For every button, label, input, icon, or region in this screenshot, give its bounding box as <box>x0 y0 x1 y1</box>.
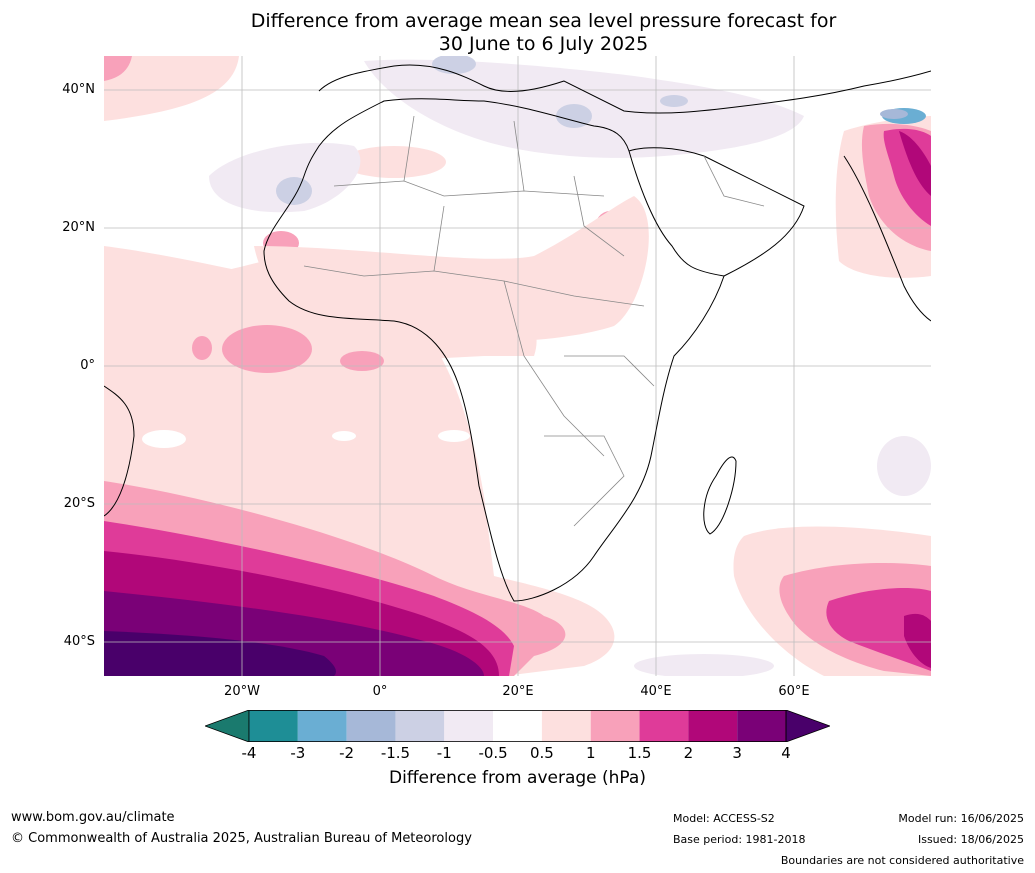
colorbar-segment <box>444 710 494 742</box>
colorbar-segment <box>346 710 396 742</box>
lat-label-20s: 20°S <box>63 496 95 511</box>
colorbar-segment <box>297 710 347 742</box>
madagascar <box>703 456 737 535</box>
colorbar-tick-label: 3 <box>732 744 742 762</box>
copyright-text: © Commonwealth of Australia 2025, Austra… <box>11 831 472 846</box>
lat-label-0: 0° <box>80 358 95 373</box>
disclaimer-text: Boundaries are not considered authoritat… <box>780 854 1024 867</box>
colorbar-tick-label: -0.5 <box>478 744 508 762</box>
colorbar-segment <box>249 710 298 742</box>
lon-label-60e: 60°E <box>778 684 810 699</box>
lon-label-20w: 20°W <box>224 684 260 699</box>
model-run-text: Model run: 16/06/2025 <box>898 812 1024 825</box>
colorbar-segment <box>737 710 786 742</box>
lon-label-0: 0° <box>372 684 388 699</box>
pressure-anomaly-map <box>104 56 931 676</box>
colorbar-border <box>248 710 787 742</box>
chart-title-line2: 30 June to 6 July 2025 <box>438 33 649 55</box>
lat-label-20n: 20°N <box>62 220 95 235</box>
chart-title-line1: Difference from average mean sea level p… <box>250 10 837 32</box>
lat-label-40s: 40°S <box>63 634 95 649</box>
colorbar <box>205 710 830 742</box>
lon-label-20e: 20°E <box>502 684 534 699</box>
colorbar-tick-label: -1.5 <box>380 744 411 762</box>
colorbar-segment <box>639 710 689 742</box>
africa-coastline <box>263 98 725 602</box>
website-link[interactable]: www.bom.gov.au/climate <box>11 810 175 825</box>
colorbar-extend-high <box>785 710 830 742</box>
europe-coast <box>318 64 931 114</box>
colorbar-tick-label: 4 <box>781 744 791 762</box>
colorbar-segment <box>395 710 445 742</box>
colorbar-title: Difference from average (hPa) <box>389 768 646 788</box>
lon-label-40e: 40°E <box>640 684 672 699</box>
colorbar-tick-label: 1 <box>585 744 596 762</box>
colorbar-extend-low <box>205 710 250 742</box>
base-period-text: Base period: 1981-2018 <box>673 833 806 846</box>
colorbar-tick-label: -1 <box>436 744 452 762</box>
colorbar-segment <box>493 710 542 742</box>
model-text: Model: ACCESS-S2 <box>673 812 775 825</box>
colorbar-segment <box>688 710 738 742</box>
arabia-coast <box>628 147 805 277</box>
colorbar-tick-label: -2 <box>339 744 355 762</box>
colorbar-tick-label: 0.5 <box>529 744 554 762</box>
colorbar-segment <box>590 710 640 742</box>
colorbar-tick-label: 2 <box>683 744 694 762</box>
india-coast <box>843 155 931 322</box>
colorbar-tick-label: -3 <box>290 744 306 762</box>
issued-text: Issued: 18/06/2025 <box>917 833 1024 846</box>
south-america-coast <box>104 385 135 517</box>
colorbar-tick-label: -4 <box>241 744 257 762</box>
lat-label-40n: 40°N <box>62 82 95 97</box>
colorbar-segment <box>541 710 591 742</box>
colorbar-tick-label: 1.5 <box>627 744 652 762</box>
